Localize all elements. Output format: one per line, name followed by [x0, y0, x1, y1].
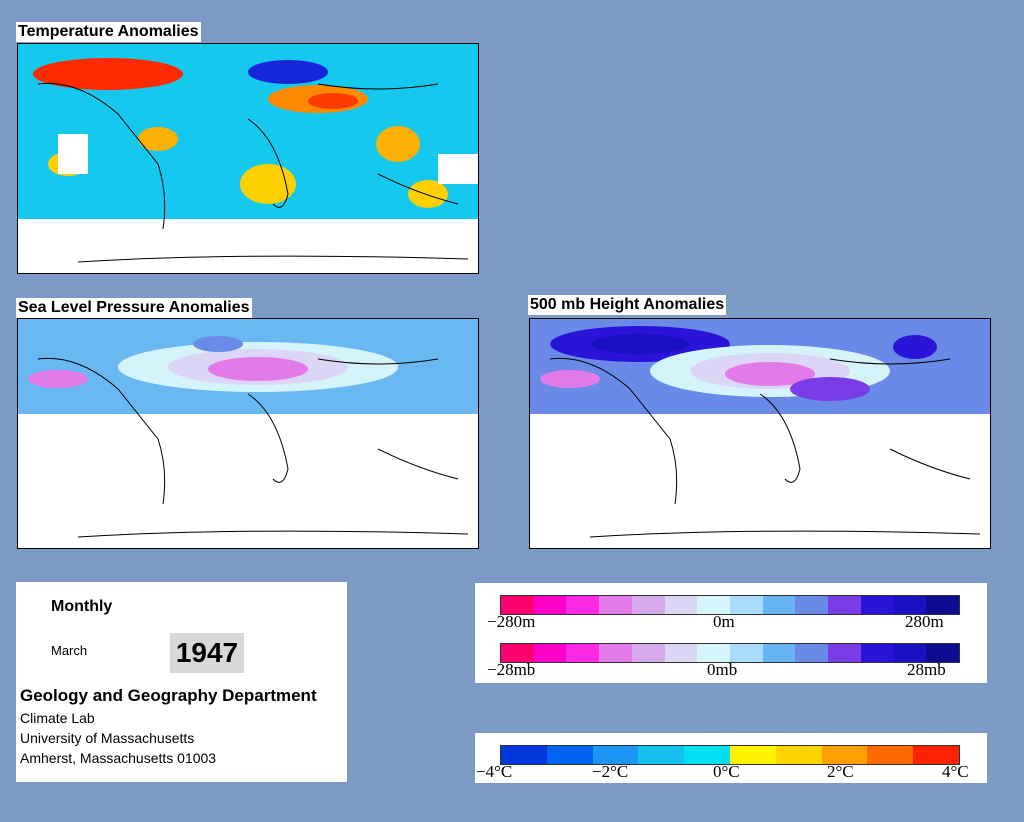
temperature-tick-4: 4°C: [942, 762, 969, 781]
pressure-max-label: 28mb: [907, 660, 946, 679]
month-label: March: [51, 643, 88, 658]
temperature-color-bar: [500, 745, 960, 765]
pressure-anomalies-title: Sea Level Pressure Anomalies: [16, 298, 252, 318]
height-anomalies-map: [529, 318, 991, 549]
department-name: Geology and Geography Department: [20, 686, 317, 705]
height-color-bar: [500, 595, 960, 615]
temperature-tick-minus-2: −2°C: [592, 762, 629, 781]
color-bar-segment: [762, 644, 796, 662]
address-line-university: University of Massachusetts: [20, 730, 195, 746]
color-bar-segment: [599, 644, 632, 662]
color-bar-segment: [501, 644, 534, 662]
color-bar-segment: [631, 596, 665, 614]
color-bar-segment: [592, 746, 639, 764]
color-bar-segment: [795, 644, 829, 662]
pressure-mid-label: 0mb: [707, 660, 738, 679]
color-bar-segment: [821, 746, 868, 764]
color-bar-segment: [501, 746, 547, 764]
year-display: 1947: [170, 633, 244, 673]
color-bar-segment: [926, 644, 960, 662]
color-bar-segment: [893, 596, 927, 614]
color-bar-segment: [730, 644, 763, 662]
color-bar-segment: [664, 644, 698, 662]
temperature-legend: −4°C −2°C 0°C 2°C 4°C: [475, 733, 987, 783]
address-line-city: Amherst, Massachusetts 01003: [20, 750, 217, 766]
pressure-min-label: −28mb: [487, 660, 536, 679]
color-bar-segment: [664, 596, 698, 614]
pressure-anomalies-map: [17, 318, 479, 549]
color-bar-segment: [697, 596, 731, 614]
color-bar-segment: [860, 596, 894, 614]
height-min-label: −280m: [487, 612, 536, 631]
period-label: Monthly: [51, 598, 113, 615]
temperature-anomalies-map: [17, 43, 479, 274]
color-bar-segment: [860, 644, 894, 662]
temperature-anomalies-title: Temperature Anomalies: [16, 22, 201, 42]
height-anomalies-title: 500 mb Height Anomalies: [528, 295, 727, 315]
color-bar-segment: [828, 596, 861, 614]
color-bar-segment: [828, 644, 861, 662]
color-bar-segment: [599, 596, 632, 614]
color-bar-segment: [730, 596, 763, 614]
color-bar-segment: [926, 596, 960, 614]
color-bar-segment: [913, 746, 959, 764]
address-line-lab: Climate Lab: [20, 710, 95, 726]
height-pressure-legend: −280m 0m 280m −28mb 0mb 28mb: [475, 583, 987, 683]
color-bar-segment: [533, 644, 567, 662]
color-bar-segment: [533, 596, 567, 614]
height-max-label: 280m: [905, 612, 944, 631]
temperature-tick-2: 2°C: [827, 762, 854, 781]
color-bar-segment: [697, 644, 731, 662]
color-bar-segment: [684, 746, 730, 764]
pressure-color-bar: [500, 643, 960, 663]
height-mid-label: 0m: [713, 612, 735, 631]
color-bar-segment: [638, 746, 685, 764]
color-bar-segment: [775, 746, 822, 764]
color-bar-segment: [546, 746, 593, 764]
temperature-tick-0: 0°C: [713, 762, 740, 781]
color-bar-segment: [795, 596, 829, 614]
color-bar-segment: [762, 596, 796, 614]
color-bar-segment: [566, 596, 600, 614]
color-bar-segment: [501, 596, 534, 614]
color-bar-segment: [631, 644, 665, 662]
info-panel: Monthly March 1947 Geology and Geography…: [16, 582, 347, 782]
color-bar-segment: [867, 746, 914, 764]
temperature-tick-minus-4: −4°C: [476, 762, 513, 781]
color-bar-segment: [566, 644, 600, 662]
color-bar-segment: [893, 644, 927, 662]
color-bar-segment: [729, 746, 776, 764]
